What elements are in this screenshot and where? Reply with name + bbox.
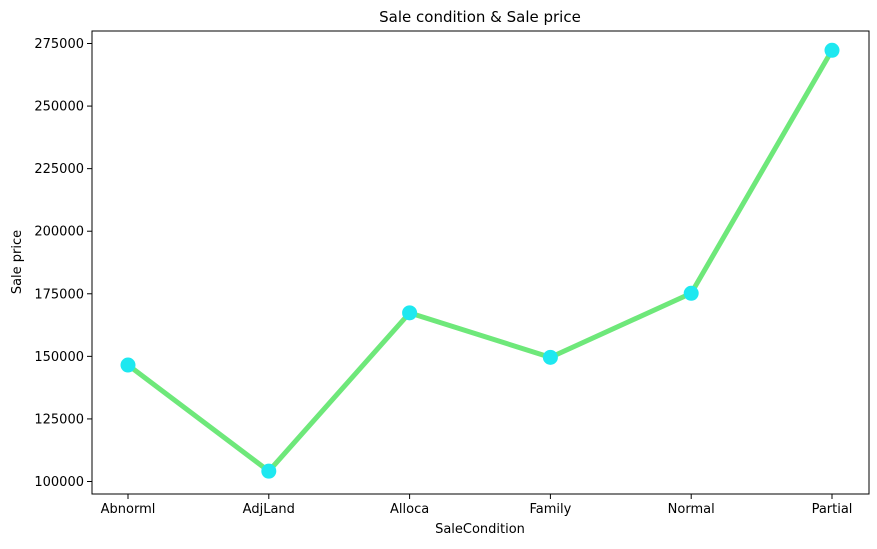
data-point — [542, 349, 558, 365]
data-point — [120, 357, 136, 373]
x-tick-label: AdjLand — [243, 502, 295, 517]
data-point — [683, 285, 699, 301]
x-tick-label: Normal — [668, 502, 715, 517]
y-tick-label: 125000 — [34, 412, 84, 427]
y-tick-label: 175000 — [34, 287, 84, 302]
x-tick-label: Abnorml — [101, 502, 156, 517]
x-tick-label: Partial — [812, 502, 853, 517]
plot-frame — [91, 30, 870, 495]
y-tick-label: 225000 — [34, 162, 84, 177]
y-axis: 100000 125000 150000 175000 200000 225000 2500… — [34, 37, 92, 490]
y-tick-label: 275000 — [34, 37, 84, 52]
chart-title: Sale condition & Sale price — [379, 8, 581, 26]
data-point — [824, 42, 840, 58]
x-tick-label: Alloca — [390, 502, 429, 517]
y-tick-label: 250000 — [34, 100, 84, 115]
y-axis-label: Sale price — [10, 230, 25, 294]
x-axis: Abnorml AdjLand Alloca Family Normal Partial — [101, 494, 853, 517]
y-tick-label: 150000 — [34, 350, 84, 365]
series-layer — [120, 42, 840, 479]
x-axis-label: SaleCondition — [435, 522, 525, 537]
data-point — [261, 463, 277, 479]
y-tick-label: 200000 — [34, 225, 84, 240]
series-line — [125, 47, 835, 474]
data-point — [402, 305, 418, 321]
y-tick-label: 100000 — [34, 475, 84, 490]
x-tick-label: Family — [529, 502, 571, 517]
